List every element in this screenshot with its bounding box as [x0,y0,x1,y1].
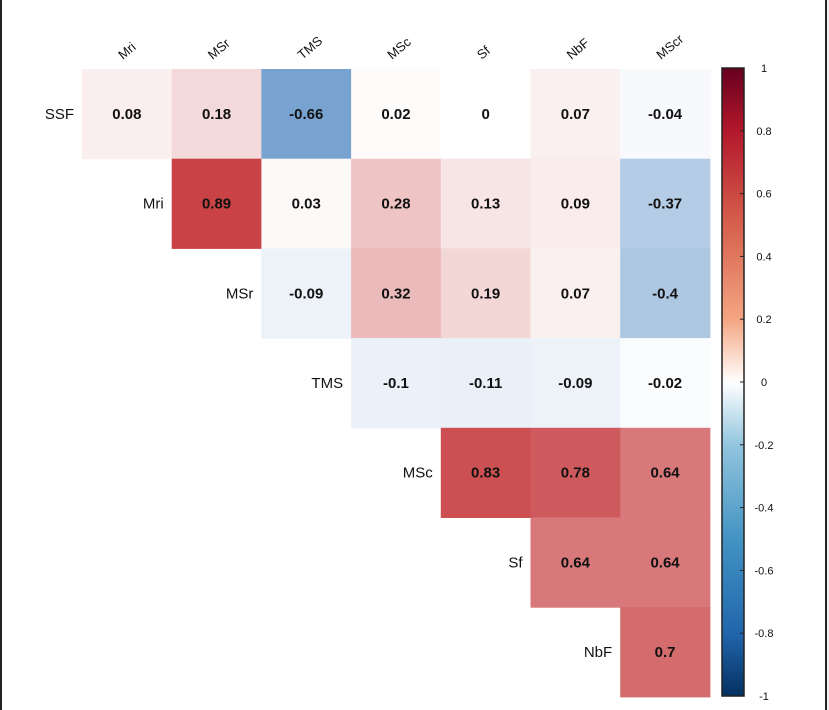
heatmap-cell [440,338,531,429]
colorbar-tick-label: -1 [759,691,769,703]
cell-value-label: 0.64 [650,465,680,482]
heatmap-cell [620,427,711,518]
column-label: NbF [564,35,593,62]
cell-value-label: -0.66 [289,106,323,123]
heatmap-cell [261,69,352,160]
cell-value-label: 0.7 [655,644,676,661]
heatmap-cell [620,338,711,429]
colorbar-ticks: 1 0.8 0.6 0.4 0.2 0 -0.2 -0.4 -0.6 -0.8 -1 [740,63,773,703]
column-label: Mri [115,39,139,62]
row-label: TMS [311,375,343,392]
heatmap-cell [171,158,262,249]
row-labels: SSF Mri MSr TMS MSc Sf NbF [45,106,612,661]
heatmap-cell [530,517,621,608]
heatmap-cell [351,158,442,249]
cell-value-label: -0.37 [648,196,682,213]
row-label: MSr [226,285,254,302]
cell-value-label: 0.08 [112,106,141,123]
heatmap-cell [261,248,352,339]
colorbar-tick-label: -0.8 [755,628,774,640]
cell-value-label: 0.18 [202,106,231,123]
heatmap-cell [351,248,442,339]
colorbar-tick-label: 0.8 [756,126,771,138]
colorbar-tick-label: -0.2 [755,440,774,452]
column-labels: Mri MSr TMS MSc Sf NbF MScr [115,31,687,62]
cell-value-label: -0.11 [469,375,502,392]
cell-value-label: -0.02 [648,375,682,392]
heatmap-cells: 0.08 0.18 -0.66 0.02 0 0.07 -0.04 0.89 0.03 0.28 0… [82,69,711,698]
colorbar-legend: 1 0.8 0.6 0.4 0.2 0 -0.2 -0.4 -0.6 -0.8 -1 [721,63,773,703]
cell-value-label: -0.09 [558,375,592,392]
heatmap-cell [261,158,352,249]
cell-value-label: 0.02 [381,106,410,123]
cell-value-label: 0.09 [561,196,590,213]
column-label: MSc [384,34,414,63]
row-label: Mri [143,196,164,213]
heatmap-cell [440,69,531,160]
cell-value-label: 0.28 [381,196,410,213]
cell-value-label: 0.89 [202,196,231,213]
cell-value-label: -0.09 [289,285,323,302]
column-label: TMS [295,33,326,62]
row-label: NbF [584,644,612,661]
cell-value-label: 0.07 [561,285,590,302]
cell-value-label: 0.83 [471,465,500,482]
colorbar-tick-label: 0.6 [756,189,771,201]
heatmap-cell [82,69,173,160]
cell-value-label: 0.64 [561,554,591,571]
heatmap-cell [171,69,262,160]
colorbar-tick-label: 0 [761,377,767,389]
heatmap-cell [440,158,531,249]
column-label: MScr [653,31,686,62]
heatmap-cell [440,427,531,518]
cell-value-label: -0.04 [648,106,683,123]
heatmap-cell [351,69,442,160]
heatmap-cell [440,248,531,339]
cell-value-label: 0.78 [561,465,590,482]
colorbar-tick-label: 0.2 [756,314,771,326]
colorbar-tick-label: -0.4 [755,503,774,515]
cell-value-label: 0.19 [471,285,500,302]
cell-value-label: 0.07 [561,106,590,123]
cell-value-label: 0.03 [292,196,321,213]
cell-value-label: 0.13 [471,196,500,213]
heatmap-cell [530,69,621,160]
heatmap-cell [620,607,711,698]
cell-value-label: -0.4 [652,285,679,302]
row-label: Sf [508,554,523,571]
column-label: Sf [474,43,493,63]
heatmap-cell [351,338,442,429]
colorbar-tick-label: -0.6 [755,565,774,577]
cell-value-label: 0.64 [650,554,680,571]
colorbar-tick-label: 1 [761,63,767,75]
cell-value-label: 0.32 [381,285,410,302]
row-label: MSc [403,465,434,482]
column-label: MSr [205,35,233,62]
heatmap-cell [620,248,711,339]
heatmap-cell [530,427,621,518]
cell-value-label: -0.1 [383,375,409,392]
colorbar-tick-label: 0.4 [756,251,771,263]
heatmap-cell [620,517,711,608]
heatmap-cell [530,158,621,249]
row-label: SSF [45,106,74,123]
heatmap-cell [530,338,621,429]
heatmap-cell [530,248,621,339]
heatmap-cell [620,158,711,249]
heatmap-cell [620,69,711,160]
cell-value-label: 0 [481,106,489,123]
